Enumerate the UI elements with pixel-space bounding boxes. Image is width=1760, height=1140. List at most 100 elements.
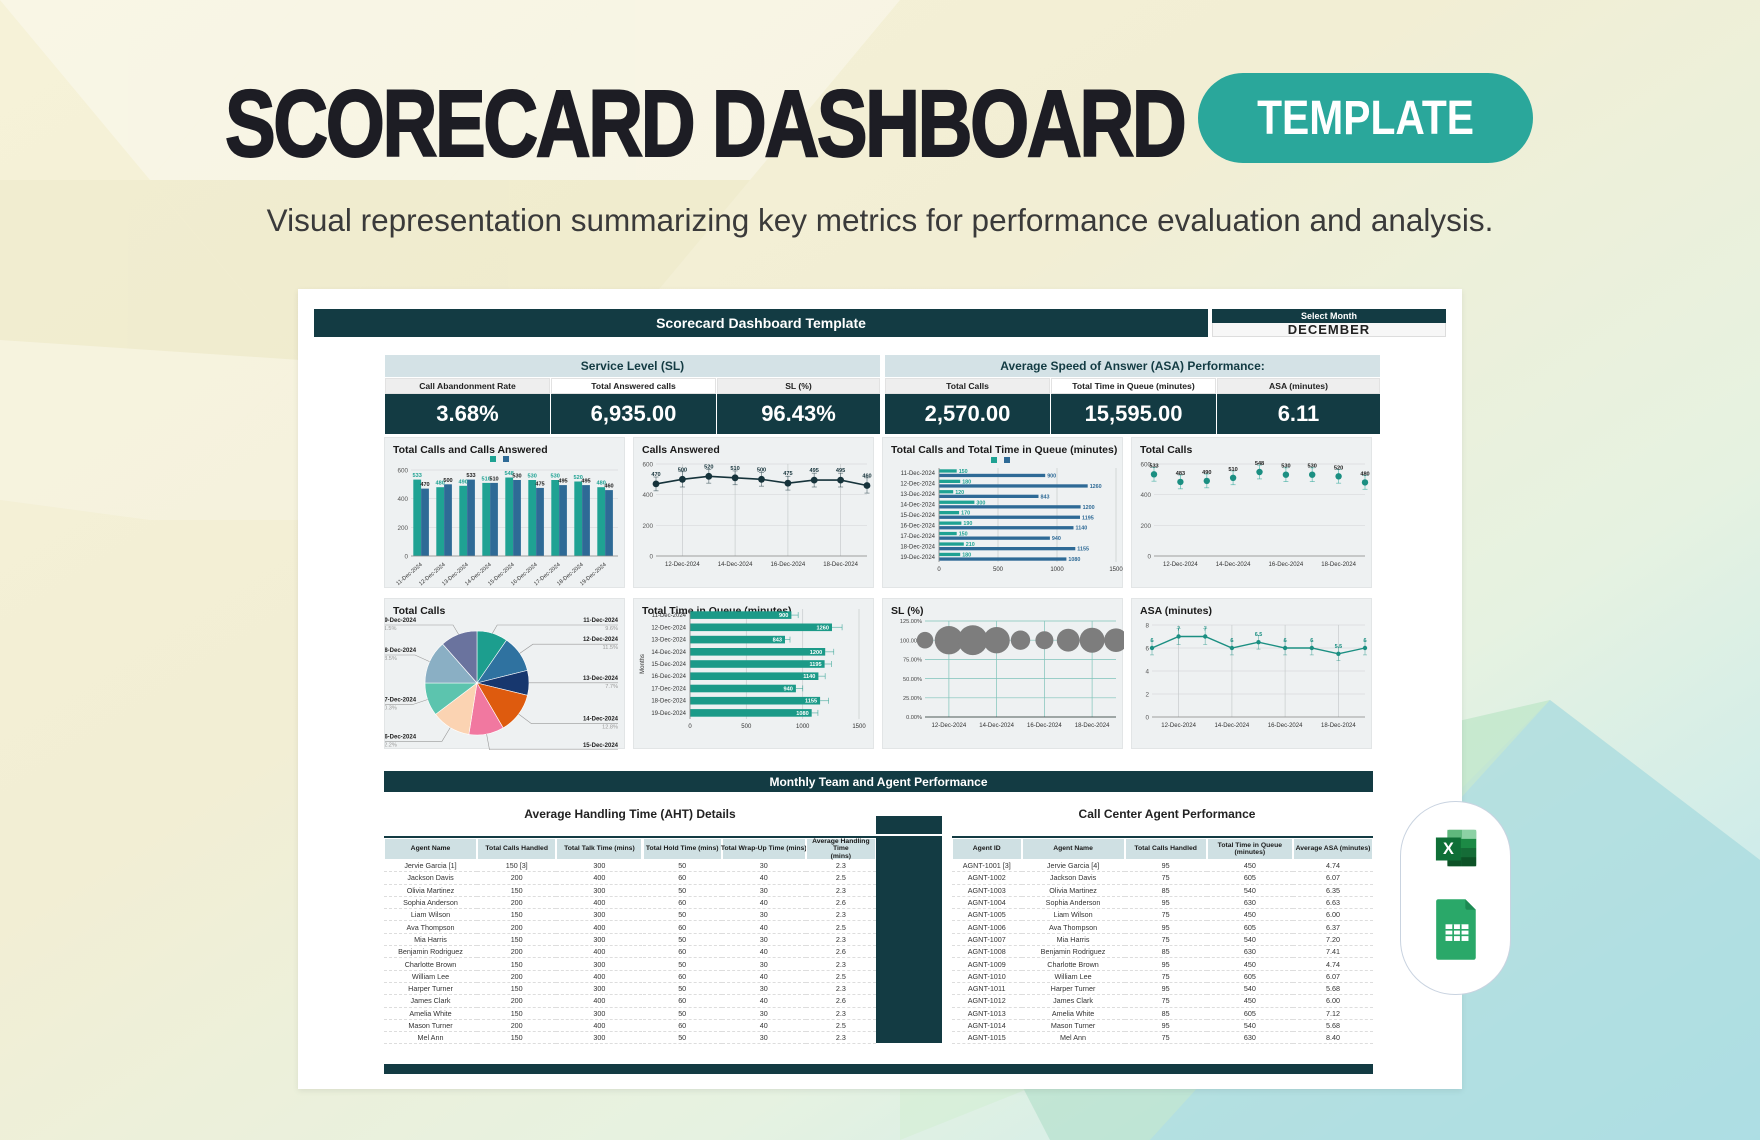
svg-text:533: 533 — [466, 473, 475, 479]
svg-text:12-Dec-2024: 12-Dec-2024 — [583, 637, 619, 643]
svg-text:11-Dec-2024: 11-Dec-2024 — [652, 613, 687, 619]
svg-text:18-Dec-2024: 18-Dec-2024 — [1075, 723, 1110, 729]
svg-text:11-Dec-2024: 11-Dec-2024 — [583, 618, 618, 624]
svg-text:490: 490 — [1202, 470, 1211, 476]
svg-text:17-Dec-2024: 17-Dec-2024 — [651, 686, 686, 692]
svg-text:7: 7 — [1177, 627, 1180, 633]
svg-text:14-Dec-2024: 14-Dec-2024 — [1215, 723, 1250, 729]
svg-text:17-Dec-2024: 17-Dec-2024 — [385, 698, 417, 704]
svg-text:500: 500 — [757, 467, 766, 473]
svg-text:460: 460 — [604, 484, 613, 490]
svg-text:200: 200 — [397, 525, 408, 532]
svg-text:940: 940 — [784, 686, 793, 692]
svg-text:19-Dec-2024: 19-Dec-2024 — [385, 618, 417, 624]
svg-text:15-Dec-2024: 15-Dec-2024 — [651, 662, 686, 668]
svg-text:0.00%: 0.00% — [906, 715, 922, 721]
svg-text:1155: 1155 — [805, 699, 817, 705]
svg-text:X: X — [1443, 840, 1454, 858]
svg-text:16-Dec-2024: 16-Dec-2024 — [1268, 723, 1303, 729]
svg-text:1260: 1260 — [1090, 484, 1102, 490]
svg-text:7: 7 — [1204, 627, 1207, 633]
svg-text:75.00%: 75.00% — [903, 658, 922, 664]
svg-text:1195: 1195 — [809, 662, 821, 668]
svg-text:6: 6 — [1230, 638, 1233, 644]
svg-text:1140: 1140 — [803, 674, 815, 680]
svg-text:18-Dec-2024: 18-Dec-2024 — [651, 699, 686, 705]
svg-text:13-Dec-2024: 13-Dec-2024 — [651, 638, 686, 644]
svg-text:510: 510 — [489, 476, 498, 482]
svg-text:500: 500 — [993, 567, 1004, 573]
svg-text:12-Dec-2024: 12-Dec-2024 — [1161, 723, 1196, 729]
svg-text:530: 530 — [1281, 464, 1290, 470]
svg-text:530: 530 — [528, 474, 537, 480]
svg-text:400: 400 — [397, 496, 408, 503]
svg-text:495: 495 — [558, 479, 567, 485]
svg-text:12-Dec-2024: 12-Dec-2024 — [651, 625, 686, 631]
svg-text:14-Dec-2024: 14-Dec-2024 — [651, 650, 686, 656]
svg-text:13-Dec-2024: 13-Dec-2024 — [900, 492, 935, 498]
svg-text:16-Dec-2024: 16-Dec-2024 — [1027, 723, 1062, 729]
svg-text:6: 6 — [1364, 638, 1367, 644]
svg-text:12-Dec-2024: 12-Dec-2024 — [1163, 562, 1198, 568]
svg-text:200: 200 — [1140, 523, 1151, 530]
svg-text:15-Dec-2024: 15-Dec-2024 — [900, 513, 935, 519]
svg-text:1200: 1200 — [1083, 505, 1095, 511]
svg-text:16-Dec-2024: 16-Dec-2024 — [385, 734, 417, 740]
svg-text:6: 6 — [1284, 638, 1287, 644]
svg-text:460: 460 — [862, 474, 871, 480]
svg-text:25.00%: 25.00% — [903, 696, 922, 702]
svg-text:14-Dec-2024: 14-Dec-2024 — [718, 562, 753, 568]
svg-text:490: 490 — [459, 479, 468, 485]
svg-text:18-Dec-2024: 18-Dec-2024 — [1321, 562, 1356, 568]
svg-text:495: 495 — [836, 468, 845, 474]
svg-text:4: 4 — [1145, 669, 1149, 676]
svg-text:500: 500 — [443, 478, 452, 484]
svg-text:16-Dec-2024: 16-Dec-2024 — [900, 523, 935, 529]
svg-text:1080: 1080 — [1068, 557, 1080, 563]
svg-text:13.5%: 13.5% — [385, 656, 397, 662]
svg-text:6: 6 — [1151, 638, 1154, 644]
svg-text:510: 510 — [1228, 467, 1237, 473]
svg-text:12-Dec-2024: 12-Dec-2024 — [900, 482, 935, 488]
svg-text:495: 495 — [810, 468, 819, 474]
svg-text:12-Dec-2024: 12-Dec-2024 — [932, 723, 967, 729]
svg-text:0: 0 — [1145, 715, 1149, 722]
svg-text:16-Dec-2024: 16-Dec-2024 — [771, 562, 806, 568]
svg-text:1260: 1260 — [817, 625, 829, 631]
svg-text:900: 900 — [1047, 474, 1056, 480]
svg-text:1080: 1080 — [796, 711, 808, 717]
svg-text:6: 6 — [1310, 638, 1313, 644]
svg-text:6: 6 — [1145, 646, 1149, 653]
svg-text:10.3%: 10.3% — [385, 706, 397, 712]
svg-text:6.5: 6.5 — [1255, 632, 1263, 638]
svg-text:548: 548 — [1255, 461, 1264, 467]
svg-text:533: 533 — [1149, 463, 1158, 469]
svg-text:14-Dec-2024: 14-Dec-2024 — [583, 717, 619, 723]
svg-text:400: 400 — [642, 492, 653, 499]
svg-text:470: 470 — [651, 472, 660, 478]
svg-text:11-Dec-2024: 11-Dec-2024 — [901, 471, 936, 477]
svg-text:843: 843 — [773, 638, 782, 644]
svg-text:18-Dec-2024: 18-Dec-2024 — [385, 648, 417, 654]
svg-text:18-Dec-2024: 18-Dec-2024 — [1321, 723, 1356, 729]
svg-text:11.5%: 11.5% — [385, 626, 396, 632]
svg-text:1195: 1195 — [1082, 515, 1094, 521]
svg-text:533: 533 — [413, 473, 422, 479]
svg-text:530: 530 — [1308, 464, 1317, 470]
svg-text:470: 470 — [420, 482, 429, 488]
svg-text:500: 500 — [678, 467, 687, 473]
svg-text:13-Dec-2024: 13-Dec-2024 — [583, 676, 619, 682]
svg-text:1000: 1000 — [796, 724, 810, 730]
svg-text:2: 2 — [1145, 692, 1149, 699]
svg-text:483: 483 — [1176, 471, 1185, 477]
svg-text:1500: 1500 — [1109, 567, 1123, 573]
svg-text:500: 500 — [741, 724, 752, 730]
svg-text:12.2%: 12.2% — [385, 742, 397, 748]
svg-text:1000: 1000 — [1050, 567, 1064, 573]
svg-text:7.7%: 7.7% — [605, 684, 618, 690]
svg-text:50.00%: 50.00% — [903, 677, 922, 683]
svg-text:14-Dec-2024: 14-Dec-2024 — [979, 723, 1014, 729]
svg-text:5.5: 5.5 — [1335, 644, 1343, 650]
svg-text:14-Dec-2024: 14-Dec-2024 — [1216, 562, 1251, 568]
svg-text:0: 0 — [688, 724, 692, 730]
